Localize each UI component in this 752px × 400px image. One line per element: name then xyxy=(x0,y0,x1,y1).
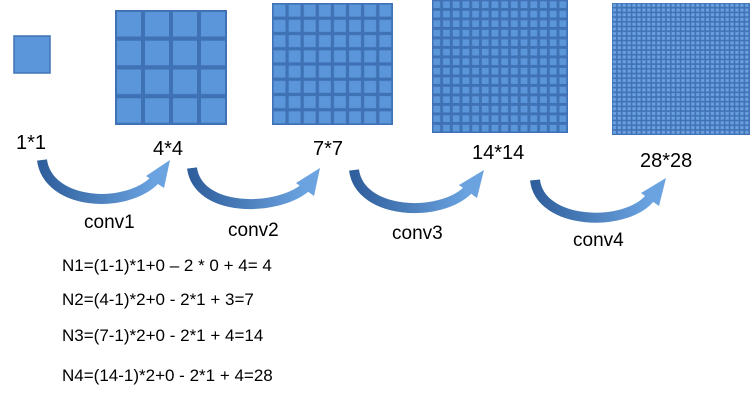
operation-label: conv1 xyxy=(84,212,135,233)
map-4 xyxy=(115,10,227,125)
arrow xyxy=(187,166,309,209)
arrow-head xyxy=(459,170,484,198)
arrows xyxy=(37,158,666,223)
operation-label: conv2 xyxy=(228,220,279,241)
arrow-head xyxy=(296,168,320,196)
size-label: 1*1 xyxy=(16,132,46,154)
arrow-head xyxy=(146,160,170,188)
map-14 xyxy=(432,0,568,133)
map-1 xyxy=(13,35,51,74)
feature-maps xyxy=(13,0,750,135)
map-7 xyxy=(272,3,393,125)
equation: N4=(14-1)*2+0 - 2*1 + 4=28 xyxy=(62,366,273,385)
arrow xyxy=(530,178,654,223)
equation: N3=(7-1)*2+0 - 2*1 + 4=14 xyxy=(62,326,263,345)
operation-label: conv3 xyxy=(392,223,443,244)
size-label: 7*7 xyxy=(313,138,343,160)
map-28 xyxy=(612,3,750,135)
size-label: 28*28 xyxy=(640,150,692,172)
size-label: 4*4 xyxy=(153,138,183,160)
operation-label: conv4 xyxy=(573,230,624,251)
arrow-head xyxy=(641,178,666,206)
equation: N2=(4-1)*2+0 - 2*1 + 3=7 xyxy=(62,290,254,309)
arrow xyxy=(349,168,472,213)
equation: N1=(1-1)*1+0 – 2 * 0 + 4= 4 xyxy=(62,256,272,275)
arrow xyxy=(37,158,159,204)
size-label: 14*14 xyxy=(472,142,524,164)
